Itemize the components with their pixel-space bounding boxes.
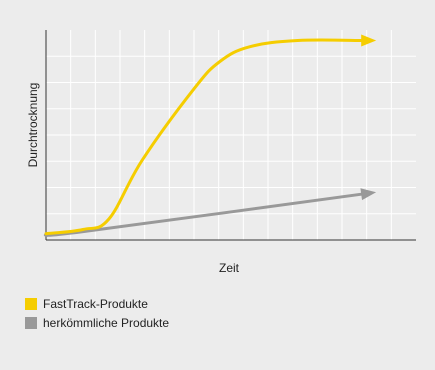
series-line-fasttrack xyxy=(44,38,366,236)
legend-swatch-fasttrack xyxy=(25,297,37,310)
legend: FastTrack-Produkte herkömmliche Produkte xyxy=(25,294,169,332)
series-arrowhead-fasttrack xyxy=(361,34,377,47)
series-arrowhead-conventional xyxy=(360,188,377,201)
legend-item-fasttrack: FastTrack-Produkte xyxy=(25,294,169,313)
legend-label-fasttrack: FastTrack-Produkte xyxy=(43,296,148,311)
legend-swatch-conventional xyxy=(25,316,37,329)
legend-item-conventional: herkömmliche Produkte xyxy=(25,313,169,332)
legend-label-conventional: herkömmliche Produkte xyxy=(43,315,170,330)
x-axis-label: Zeit xyxy=(218,261,240,275)
y-axis-label: Durchtrocknung xyxy=(26,82,40,168)
